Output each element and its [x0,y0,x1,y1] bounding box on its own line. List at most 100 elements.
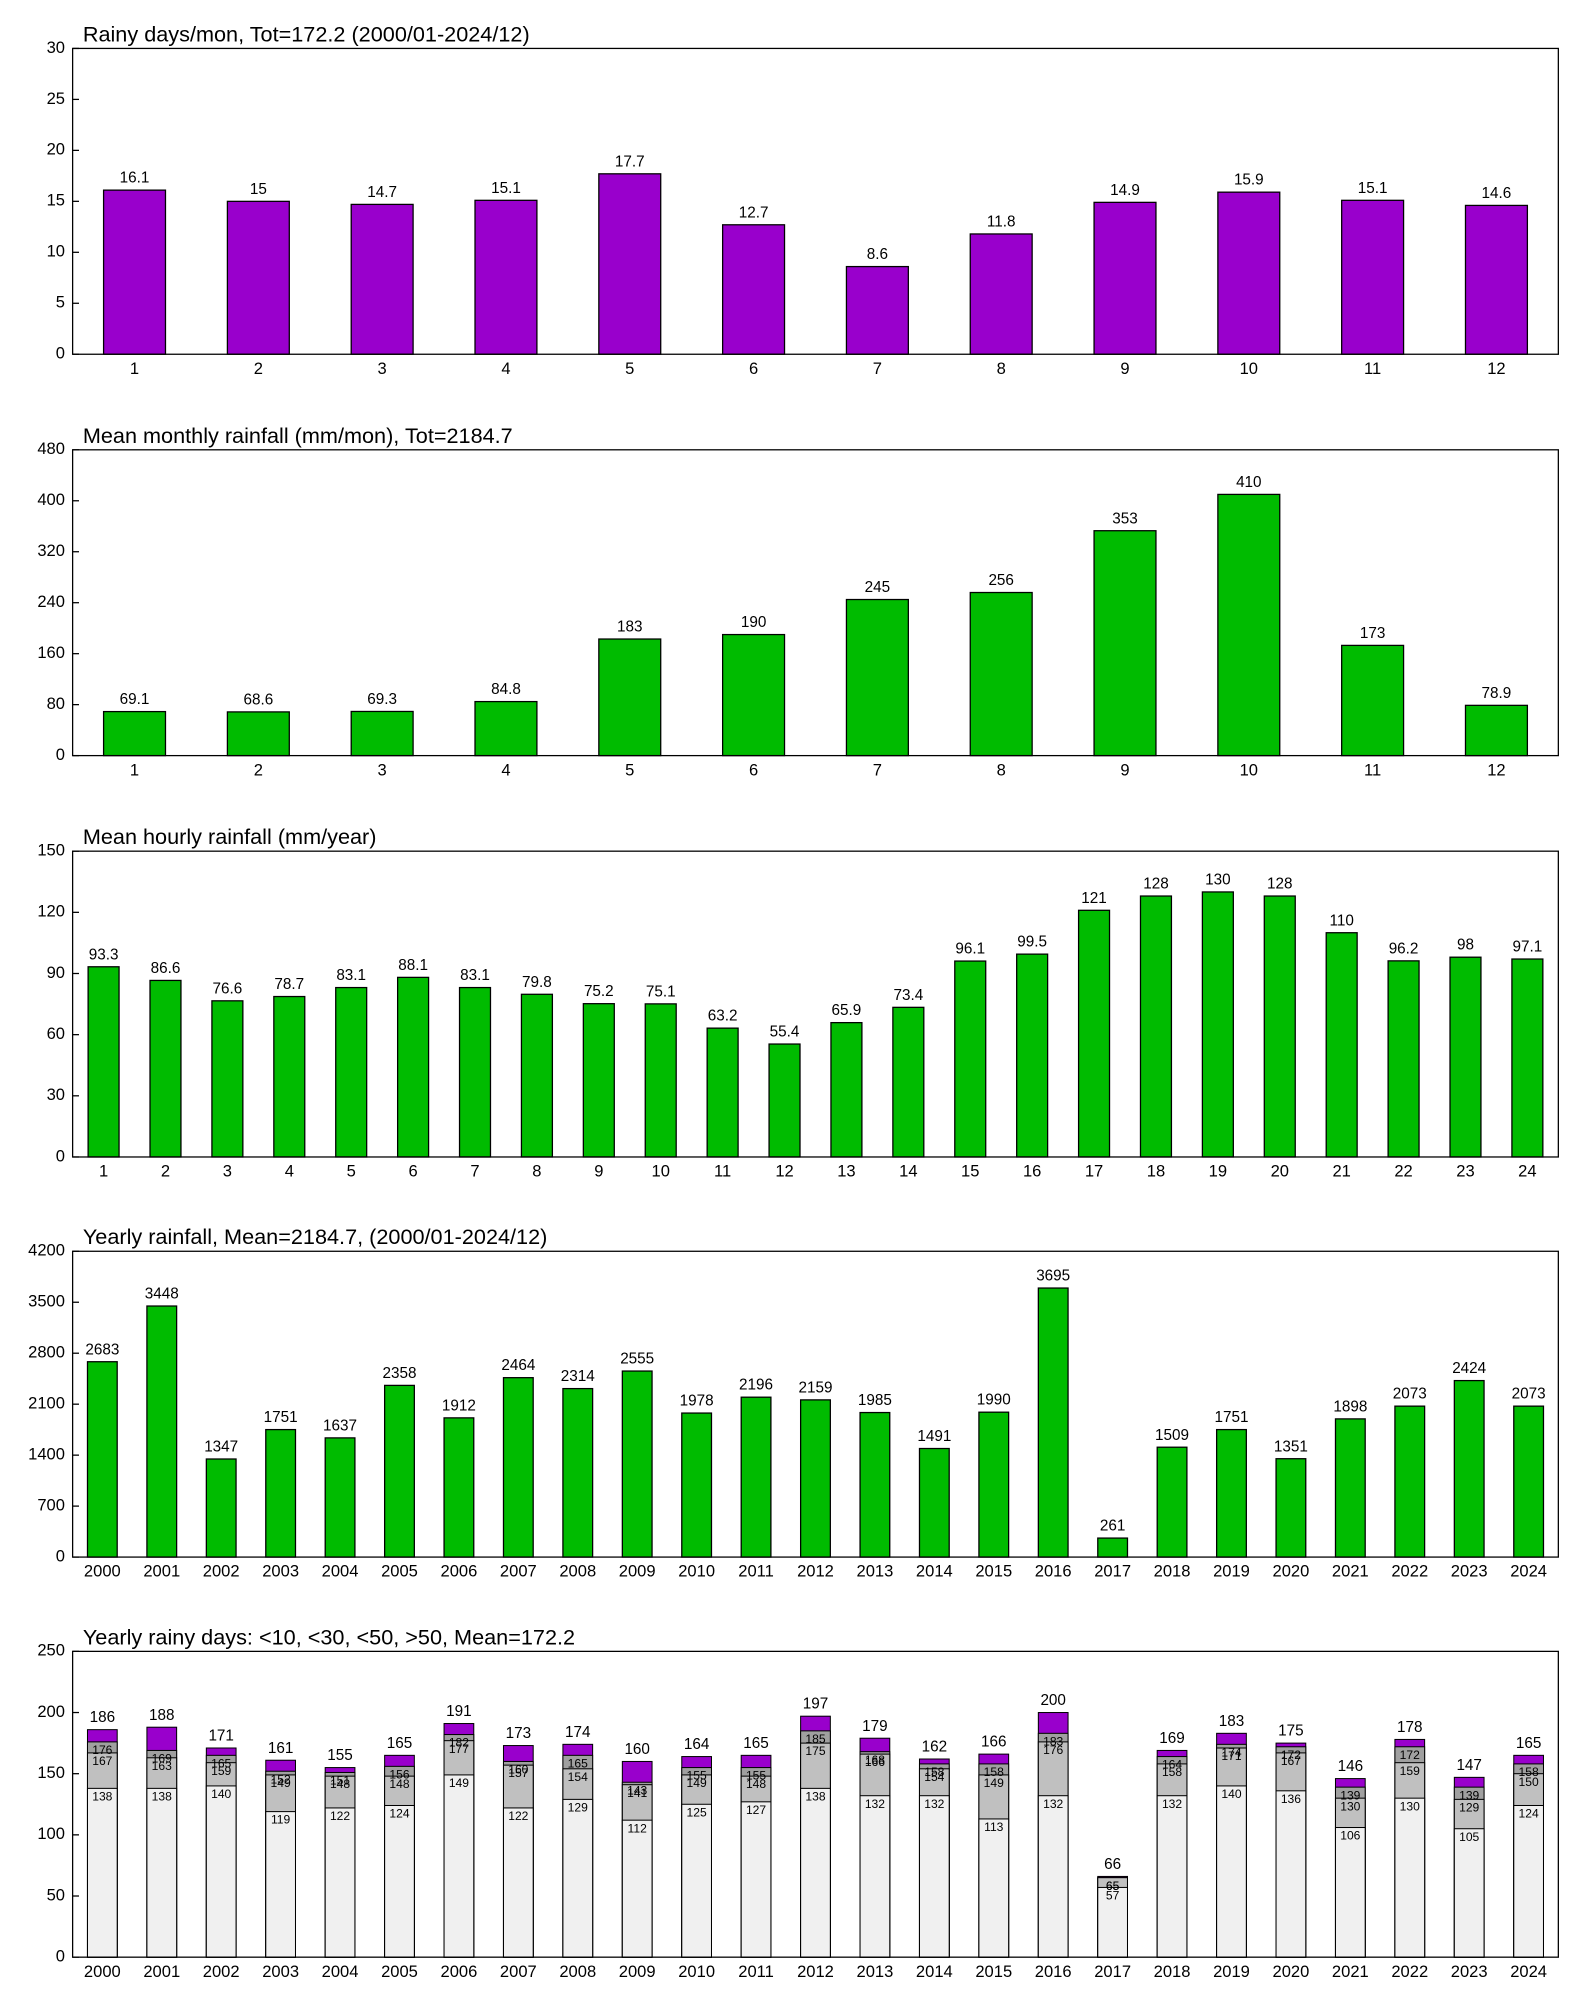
bar-segment [740,1801,772,1958]
x-tick-label: 2010 [678,1562,715,1581]
x-tick-label: 4 [285,1162,294,1181]
value-label: 245 [865,579,891,596]
value-label: 132 [865,1797,885,1811]
bar [969,233,1033,355]
x-tick-label: 5 [625,359,634,378]
value-label: 97.1 [1513,939,1543,956]
x-tick-label: 2022 [1391,1562,1428,1581]
value-label: 1751 [1214,1409,1248,1426]
x-tick-label: 11 [1364,359,1381,378]
value-label: 156 [389,1767,409,1781]
value-label: 129 [1459,1801,1479,1815]
value-label: 171 [1221,1749,1241,1763]
value-label: 130 [1205,872,1231,889]
x-tick-label: 12 [775,1162,793,1181]
x-tick-label: 1 [130,760,139,779]
bar [1139,895,1173,1158]
value-label: 2424 [1452,1360,1486,1377]
bar [1201,891,1234,1158]
x-tick-label: 2001 [143,1962,180,1981]
x-tick-label: 2016 [1035,1562,1072,1581]
value-label: 78.7 [274,976,304,993]
chart-title: Mean hourly rainfall (mm/year) [83,824,377,849]
bar [146,1305,178,1558]
value-label: 183 [1043,1734,1063,1748]
value-label: 191 [446,1703,472,1720]
value-label: 14.9 [1110,182,1140,199]
value-label: 119 [271,1813,291,1827]
value-label: 164 [684,1736,710,1753]
y-tick-label: 240 [37,592,65,611]
value-label: 11.8 [987,214,1016,231]
value-label: 83.1 [336,967,366,984]
x-tick-label: 2004 [322,1562,359,1581]
value-label: 175 [805,1744,825,1758]
x-tick-label: 2017 [1094,1962,1131,1981]
x-tick-label: 2003 [262,1562,299,1581]
value-label: 174 [1221,1745,1241,1759]
x-tick-label: 11 [714,1162,731,1181]
value-label: 172 [1281,1748,1301,1762]
x-tick-label: 21 [1332,1162,1350,1181]
x-tick-label: 5 [347,1162,356,1181]
value-label: 136 [1281,1792,1301,1806]
bar-segment [1097,1886,1128,1958]
value-label: 15 [250,181,267,198]
bar [1341,644,1405,757]
y-tick-label: 80 [47,694,65,713]
x-tick-label: 14 [899,1162,917,1181]
bar-segment [1334,1827,1366,1958]
value-label: 1491 [917,1428,951,1445]
value-label: 57 [1106,1889,1120,1903]
value-label: 65.9 [832,1002,862,1019]
bar [1325,932,1358,1158]
value-label: 159 [1400,1764,1420,1778]
bar-segment [1275,1790,1307,1958]
value-label: 149 [271,1776,291,1790]
x-tick-label: 4 [501,760,510,779]
bar [149,979,182,1158]
value-label: 150 [1519,1775,1539,1789]
x-tick-label: 6 [749,760,758,779]
x-tick-label: 2018 [1154,1962,1191,1981]
bar [1156,1446,1188,1558]
y-tick-label: 120 [37,902,65,921]
x-tick-label: 7 [470,1162,479,1181]
bar [644,1003,677,1158]
value-label: 112 [628,1821,648,1835]
bar [969,591,1033,757]
x-tick-label: 20 [1271,1162,1289,1181]
value-label: 66 [1104,1856,1121,1873]
value-label: 160 [624,1741,650,1758]
value-label: 68.6 [243,691,273,708]
bar [706,1027,739,1158]
x-tick-label: 24 [1518,1162,1536,1181]
bar [474,700,538,757]
y-tick-label: 150 [37,1763,65,1782]
bar [1394,1405,1426,1558]
y-tick-label: 160 [37,643,65,662]
y-tick-label: 60 [47,1024,65,1043]
y-tick-label: 2100 [28,1394,65,1413]
value-label: 129 [568,1801,588,1815]
x-tick-label: 2008 [559,1962,596,1981]
value-label: 178 [1397,1719,1423,1736]
x-tick-label: 2021 [1332,1562,1369,1581]
value-label: 138 [92,1789,112,1803]
value-label: 78.9 [1482,685,1512,702]
value-label: 1637 [323,1417,357,1434]
value-label: 143 [627,1783,647,1797]
x-tick-label: 8 [532,1162,541,1181]
bar-segment [205,1785,237,1958]
value-label: 2073 [1512,1386,1546,1403]
x-tick-label: 2011 [738,1962,774,1981]
bar [978,1411,1010,1558]
value-label: 163 [152,1759,172,1773]
x-tick-label: 10 [652,1162,670,1181]
value-label: 98 [1457,937,1474,954]
value-label: 86.6 [151,960,181,977]
chart-title: Rainy days/mon, Tot=172.2 (2000/01-2024/… [83,21,530,46]
value-label: 121 [1081,890,1106,907]
x-tick-label: 2011 [738,1562,774,1581]
x-tick-label: 2002 [203,1962,240,1981]
